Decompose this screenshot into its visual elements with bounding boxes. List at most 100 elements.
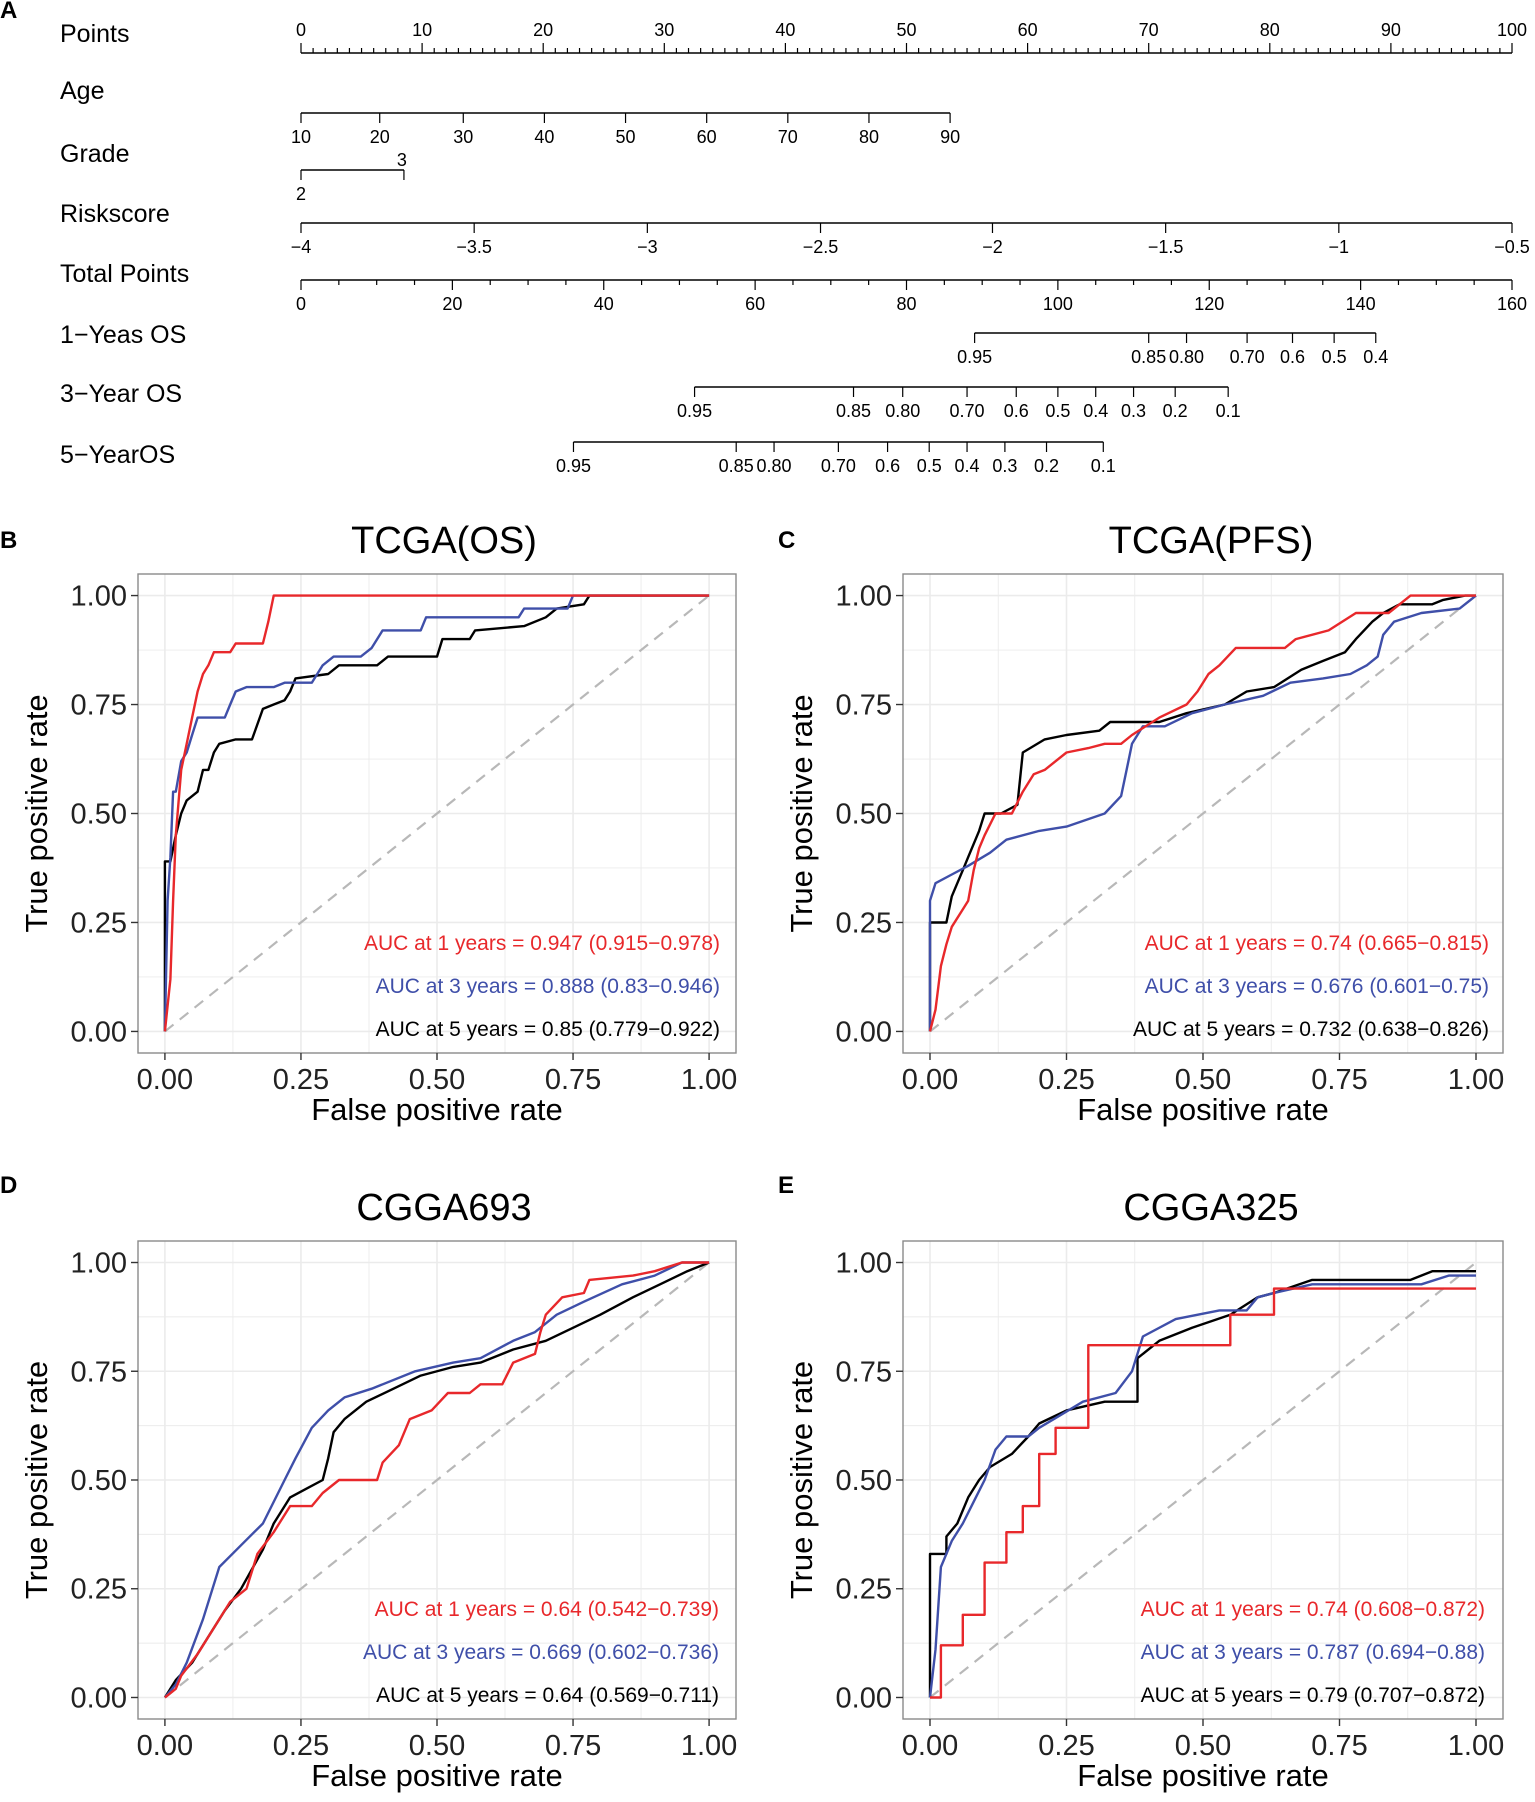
auc-label-1-year: AUC at 1 years = 0.74 (0.608−0.872)	[1141, 1598, 1485, 1621]
x-axis-tick-label: 0.00	[137, 1064, 193, 1096]
y-axis-tick-label: 1.00	[71, 1248, 127, 1280]
x-axis-title: False positive rate	[1077, 1758, 1329, 1793]
nomogram-row-label: 1−Yeas OS	[60, 321, 186, 349]
nomogram-tick-label: 0.80	[1169, 347, 1204, 367]
y-axis-tick-label: 0.75	[836, 1356, 892, 1388]
roc-panel: 0.00 0.00 0.25 0.25 0.50 0.50 0.75 0.75 1.00 1.00…	[19, 520, 737, 1127]
roc-curve-1-year	[930, 1287, 1476, 1699]
auc-label-5-year: AUC at 5 years = 0.79 (0.707−0.872)	[1141, 1684, 1485, 1707]
chart-title: TCGA(OS)	[351, 520, 537, 562]
nomogram-tick-label: 60	[697, 127, 717, 147]
nomogram-tick-label: 0.5	[1322, 347, 1347, 367]
y-axis-tick-label: 0.25	[836, 907, 892, 939]
nomogram-tick-label: 120	[1194, 294, 1224, 314]
auc-label-5-year: AUC at 5 years = 0.64 (0.569−0.711)	[376, 1684, 719, 1707]
nomogram-row-label: Grade	[60, 140, 129, 168]
roc-panels: 0.00 0.00 0.25 0.25 0.50 0.50 0.75 0.75 1.00 1.00…	[19, 520, 1504, 1793]
nomogram-tick-label: 10	[412, 20, 432, 40]
y-axis-tick-label: 0.75	[71, 690, 127, 722]
roc-curve-3-year	[163, 1261, 710, 1699]
roc-curve-1-year	[928, 594, 1476, 1032]
x-axis-tick-label: 1.00	[681, 1730, 737, 1762]
y-axis-tick-label: 0.50	[836, 1465, 892, 1497]
auc-label-3-year: AUC at 3 years = 0.669 (0.602−0.736)	[363, 1641, 719, 1664]
roc-panel: 0.00 0.00 0.25 0.25 0.50 0.50 0.75 0.75 1.00 1.00…	[784, 520, 1504, 1127]
nomogram-tick-label: 60	[745, 294, 765, 314]
nomogram-row-label: Total Points	[60, 260, 189, 288]
reference-diagonal	[164, 594, 710, 1033]
nomogram-tick-label: 80	[1260, 20, 1280, 40]
x-axis-tick-label: 0.50	[409, 1064, 465, 1096]
nomogram-tick-label: −0.5	[1494, 237, 1530, 257]
nomogram-tick-label: 0.6	[1004, 401, 1029, 421]
auc-label-5-year: AUC at 5 years = 0.732 (0.638−0.826)	[1133, 1018, 1489, 1041]
nomogram-tick-label: 0	[296, 294, 306, 314]
nomogram-tick-label: −1	[1329, 237, 1350, 257]
y-axis-tick-label: 0.50	[71, 799, 127, 831]
panel-label-a: A	[0, 0, 17, 24]
y-axis-tick-label: 0.00	[836, 1016, 892, 1048]
x-axis-tick-label: 1.00	[1448, 1730, 1504, 1762]
nomogram-tick-label: 0.95	[556, 456, 591, 476]
y-axis-tick-label: 1.00	[71, 581, 127, 613]
nomogram-row-label: Age	[60, 77, 104, 105]
panel-label-e: E	[778, 1172, 794, 1199]
auc-label-3-year: AUC at 3 years = 0.888 (0.83−0.946)	[376, 975, 720, 998]
y-axis-tick-label: 0.50	[836, 799, 892, 831]
x-axis-tick-label: 0.75	[1311, 1730, 1367, 1762]
y-axis-tick-label: 1.00	[836, 581, 892, 613]
nomogram-tick-label: 0.95	[957, 347, 992, 367]
nomogram-tick-label: 50	[616, 127, 636, 147]
reference-diagonal	[164, 1261, 710, 1699]
auc-label-5-year: AUC at 5 years = 0.85 (0.779−0.922)	[376, 1018, 720, 1041]
x-axis-title: False positive rate	[311, 1758, 563, 1793]
reference-diagonal	[929, 1261, 1477, 1699]
chart-title: CGGA693	[356, 1187, 531, 1229]
nomogram-tick-label: −2	[982, 237, 1003, 257]
nomogram-tick-label: 90	[940, 127, 960, 147]
nomogram-tick-label: 0.95	[677, 401, 712, 421]
nomogram-tick-label: 40	[775, 20, 795, 40]
roc-curve-1-year	[163, 594, 710, 1032]
nomogram-tick-label: 0.2	[1163, 401, 1188, 421]
reference-diagonal	[929, 594, 1477, 1033]
nomogram-tick-label: 90	[1381, 20, 1401, 40]
x-axis-tick-label: 0.25	[1038, 1064, 1094, 1096]
y-axis-title: True positive rate	[784, 1361, 819, 1599]
nomogram-tick-label: 50	[896, 20, 916, 40]
y-axis-tick-label: 0.25	[71, 1574, 127, 1606]
x-axis-tick-label: 0.75	[545, 1730, 601, 1762]
x-axis-tick-label: 1.00	[681, 1064, 737, 1096]
x-axis-tick-label: 0.00	[902, 1064, 958, 1096]
auc-label-1-year: AUC at 1 years = 0.947 (0.915−0.978)	[364, 932, 720, 955]
nomogram-tick-label: 100	[1497, 20, 1527, 40]
panel-label-b: B	[0, 527, 17, 554]
y-axis-title: True positive rate	[19, 694, 54, 932]
nomogram-tick-label: 0.70	[950, 401, 985, 421]
nomogram-row-label: Points	[60, 20, 129, 48]
nomogram-tick-label: 0.1	[1216, 401, 1241, 421]
y-axis-tick-label: 0.25	[836, 1574, 892, 1606]
nomogram-tick-label: 0.2	[1034, 456, 1059, 476]
nomogram-tick-label: −2.5	[803, 237, 839, 257]
nomogram-tick-label: 0.85	[1131, 347, 1166, 367]
nomogram-tick-label: 30	[453, 127, 473, 147]
roc-curve-1-year	[164, 1261, 710, 1699]
x-axis-tick-label: 0.50	[1175, 1064, 1231, 1096]
nomogram-tick-label: 0.5	[1045, 401, 1070, 421]
nomogram-tick-label: −1.5	[1148, 237, 1184, 257]
nomogram-tick-label: 0.85	[836, 401, 871, 421]
nomogram-tick-label: 3	[397, 150, 407, 170]
nomogram-row-label: 3−Year OS	[60, 380, 182, 408]
x-axis-tick-label: 0.25	[273, 1064, 329, 1096]
nomogram-tick-label: 0.80	[757, 456, 792, 476]
nomogram-tick-label: 60	[1018, 20, 1038, 40]
x-axis-tick-label: 0.50	[409, 1730, 465, 1762]
roc-panel: 0.00 0.00 0.25 0.25 0.50 0.50 0.75 0.75 1.00 1.00…	[19, 1187, 737, 1793]
y-axis-tick-label: 0.00	[71, 1016, 127, 1048]
nomogram-row-label: 5−YearOS	[60, 441, 175, 469]
nomogram-tick-label: 0.85	[719, 456, 754, 476]
nomogram-tick-label: 80	[859, 127, 879, 147]
nomogram-tick-label: −3.5	[456, 237, 492, 257]
